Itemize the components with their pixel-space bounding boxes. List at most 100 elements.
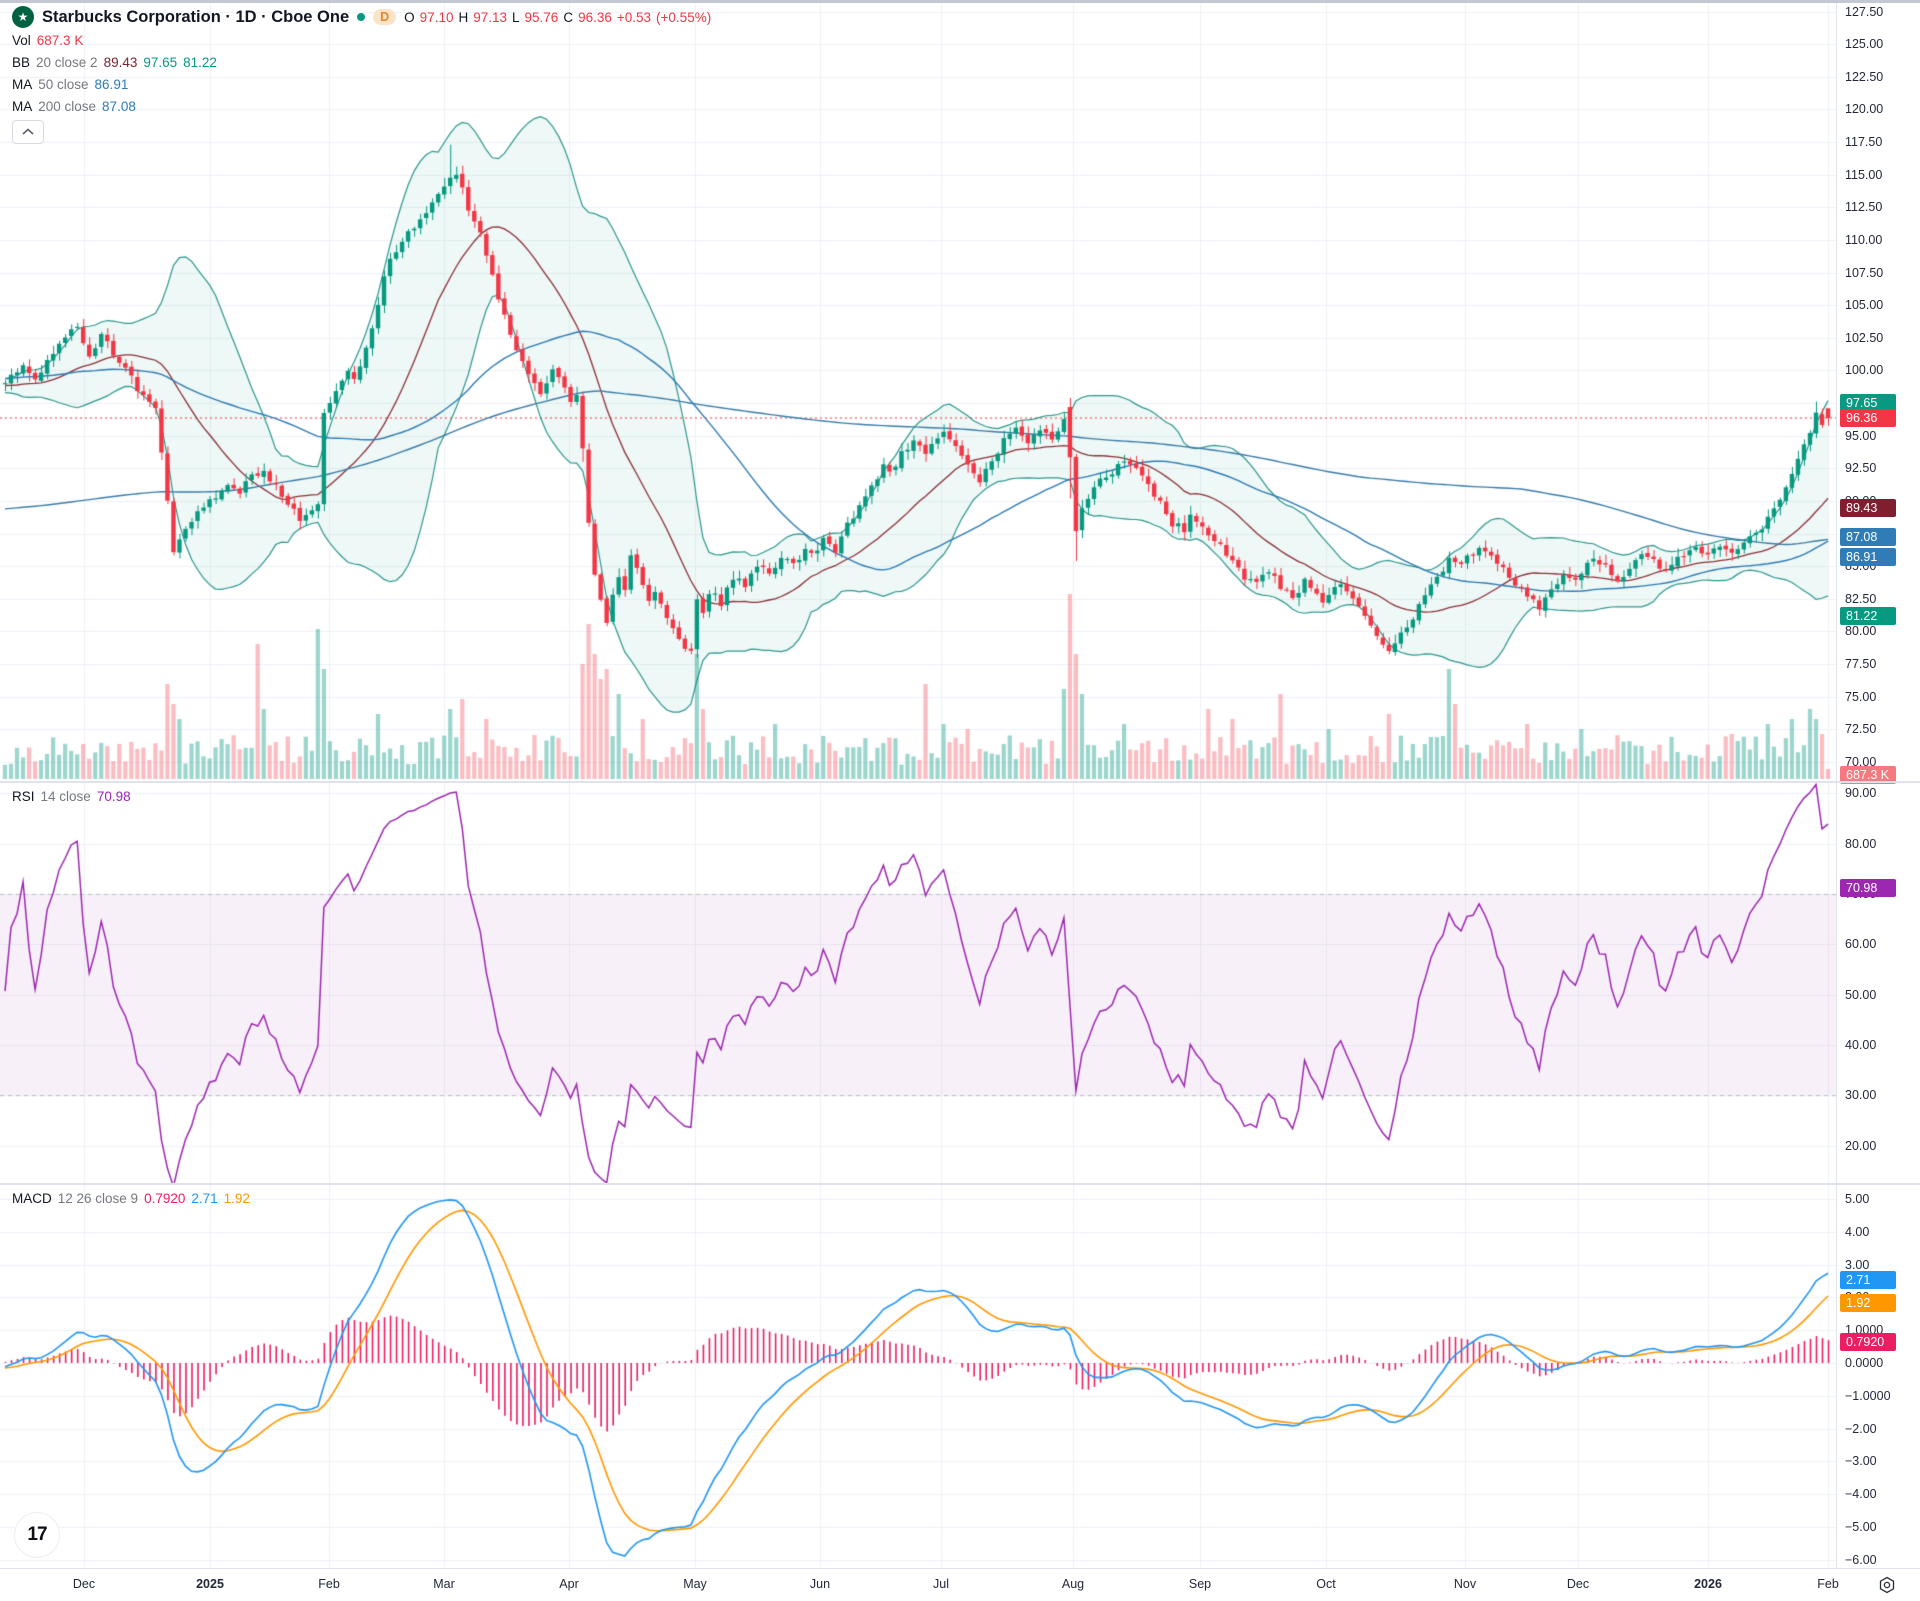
ma200-params: 200 close	[38, 99, 97, 114]
open-value: 97.10	[419, 9, 454, 25]
settings-gear-icon[interactable]	[1878, 1576, 1896, 1594]
rsi-axis-badge: 70.98	[1840, 879, 1896, 897]
time-axis-label[interactable]: Aug	[1061, 1577, 1085, 1591]
rsi-tick-label: 30.00	[1845, 1088, 1877, 1103]
time-axis-label[interactable]: May	[683, 1577, 707, 1591]
price-tick-label: 100.00	[1845, 363, 1884, 378]
rsi-tick-label: 90.00	[1845, 786, 1877, 801]
price-axis-badge: 86.91	[1840, 548, 1896, 566]
price-tick-label: 72.50	[1845, 722, 1877, 737]
macd-axis-badge: 0.7920	[1840, 1333, 1896, 1351]
macd-axis-badge: 2.71	[1840, 1271, 1896, 1289]
price-tick-label: 102.50	[1845, 330, 1884, 345]
bb-params: 20 close 2	[36, 55, 98, 70]
ma50-legend[interactable]: MA 50 close 86.91	[12, 77, 128, 92]
symbol-header: ★ Starbucks Corporation · 1D · Cboe One …	[12, 6, 711, 28]
price-tick-label: 122.50	[1845, 69, 1884, 84]
close-label: C	[563, 9, 574, 25]
macd-tick-label: 0.0000	[1845, 1356, 1884, 1370]
time-axis-label[interactable]: Feb	[318, 1577, 340, 1591]
ma50-params: 50 close	[38, 77, 89, 92]
macd-signal-value: 1.92	[223, 1191, 250, 1206]
macd-tick-label: −3.00	[1845, 1454, 1877, 1469]
price-axis-badge: 89.43	[1840, 499, 1896, 517]
panel-separator-rsi[interactable]	[0, 781, 1920, 783]
time-axis-label[interactable]: Feb	[1817, 1577, 1839, 1591]
macd-legend[interactable]: MACD 12 26 close 9 0.7920 2.71 1.92	[12, 1191, 250, 1206]
time-axis-label[interactable]: Jun	[809, 1577, 831, 1591]
rsi-value: 70.98	[96, 789, 131, 804]
time-axis-label[interactable]: Mar	[433, 1577, 455, 1591]
price-tick-label: 105.00	[1845, 298, 1884, 313]
macd-params: 12 26 close 9	[57, 1191, 139, 1206]
price-tick-label: 75.00	[1845, 689, 1877, 704]
macd-tick-label: −6.00	[1845, 1552, 1877, 1567]
low-value: 95.76	[524, 9, 559, 25]
price-tick-label: 95.00	[1845, 428, 1877, 443]
rsi-tick-label: 50.00	[1845, 987, 1877, 1002]
price-tick-label: 77.50	[1845, 657, 1877, 672]
macd-hist-value: 0.7920	[144, 1191, 186, 1206]
symbol-title[interactable]: Starbucks Corporation · 1D · Cboe One	[42, 7, 350, 26]
low-label: L	[512, 9, 520, 25]
chevron-up-icon	[22, 128, 34, 135]
time-axis-pane[interactable]: Dec 2025 Feb Mar Apr May Jun Jul Aug Sep Oct Nov Dec…	[0, 1568, 1920, 1601]
time-axis-label[interactable]: 2026	[1694, 1577, 1722, 1591]
volume-legend[interactable]: Vol 687.3 K	[12, 33, 83, 48]
high-value: 97.13	[473, 9, 508, 25]
price-axis-pane[interactable]: 127.50 125.00 122.50 120.00 117.50 115.00 112.…	[1836, 0, 1920, 1568]
window-top-edge	[0, 0, 1920, 3]
price-tick-label: 80.00	[1845, 624, 1877, 639]
tradingview-logo[interactable]: 17	[14, 1512, 60, 1558]
price-axis-badge: 81.22	[1840, 607, 1896, 625]
rsi-label: RSI	[12, 789, 35, 804]
bollinger-legend[interactable]: BB 20 close 2 89.43 97.65 81.22	[12, 55, 217, 70]
macd-tick-label: 4.00	[1845, 1224, 1870, 1239]
price-tick-label: 107.50	[1845, 265, 1884, 280]
bb-label: BB	[12, 55, 31, 70]
interval-badge: D	[373, 9, 397, 25]
time-axis-label[interactable]: Sep	[1188, 1577, 1212, 1591]
ma50-label: MA	[12, 77, 33, 92]
high-label: H	[458, 9, 469, 25]
price-tick-label: 115.00	[1845, 167, 1883, 182]
time-axis-label[interactable]: Dec	[72, 1577, 96, 1591]
time-axis-label[interactable]: Jul	[933, 1577, 949, 1591]
bb-upper-value: 97.65	[143, 55, 178, 70]
ma50-value: 86.91	[94, 77, 129, 92]
price-tick-label: 125.00	[1845, 37, 1884, 52]
price-axis-badge: 687.3 K	[1840, 766, 1896, 784]
change-value: +0.53	[616, 9, 652, 25]
macd-tick-label: −2.00	[1845, 1421, 1877, 1436]
price-tick-label: 70.00	[1845, 754, 1877, 769]
bb-basis-value: 89.43	[103, 55, 138, 70]
macd-tick-label: 5.00	[1845, 1192, 1870, 1206]
time-axis-label[interactable]: Dec	[1566, 1577, 1590, 1591]
panel-separator-macd[interactable]	[0, 1183, 1920, 1185]
chart-canvas[interactable]	[0, 0, 1836, 1568]
ohlc-readout: O 97.10 H 97.13 L 95.76 C 96.36 +0.53 (+0.55…	[404, 10, 711, 25]
open-label: O	[404, 9, 415, 25]
collapse-legend-button[interactable]	[12, 120, 44, 144]
rsi-params: 14 close	[40, 789, 91, 804]
time-axis-label[interactable]: Oct	[1316, 1577, 1336, 1591]
volume-value: 687.3 K	[36, 33, 84, 48]
ma200-legend[interactable]: MA 200 close 87.08	[12, 99, 136, 114]
time-axis-label[interactable]: Apr	[559, 1577, 579, 1591]
volume-label: Vol	[12, 33, 31, 48]
price-tick-label: 82.50	[1845, 591, 1877, 606]
rsi-legend[interactable]: RSI 14 close 70.98	[12, 789, 131, 804]
rsi-tick-label: 40.00	[1845, 1037, 1877, 1052]
rsi-tick-label: 80.00	[1845, 836, 1877, 851]
bb-lower-value: 81.22	[183, 55, 217, 70]
price-tick-label: 110.00	[1845, 232, 1883, 247]
change-percent: (+0.55%)	[656, 9, 712, 25]
price-tick-label: 127.50	[1845, 4, 1884, 19]
time-axis-label[interactable]: 2025	[196, 1577, 224, 1591]
price-axis-badge: 97.65	[1840, 394, 1896, 412]
time-axis-label[interactable]: Nov	[1453, 1577, 1477, 1591]
rsi-tick-label: 20.00	[1845, 1138, 1877, 1153]
price-tick-label: 120.00	[1845, 102, 1884, 117]
price-tick-label: 92.50	[1845, 461, 1877, 476]
price-tick-label: 117.50	[1845, 135, 1883, 150]
